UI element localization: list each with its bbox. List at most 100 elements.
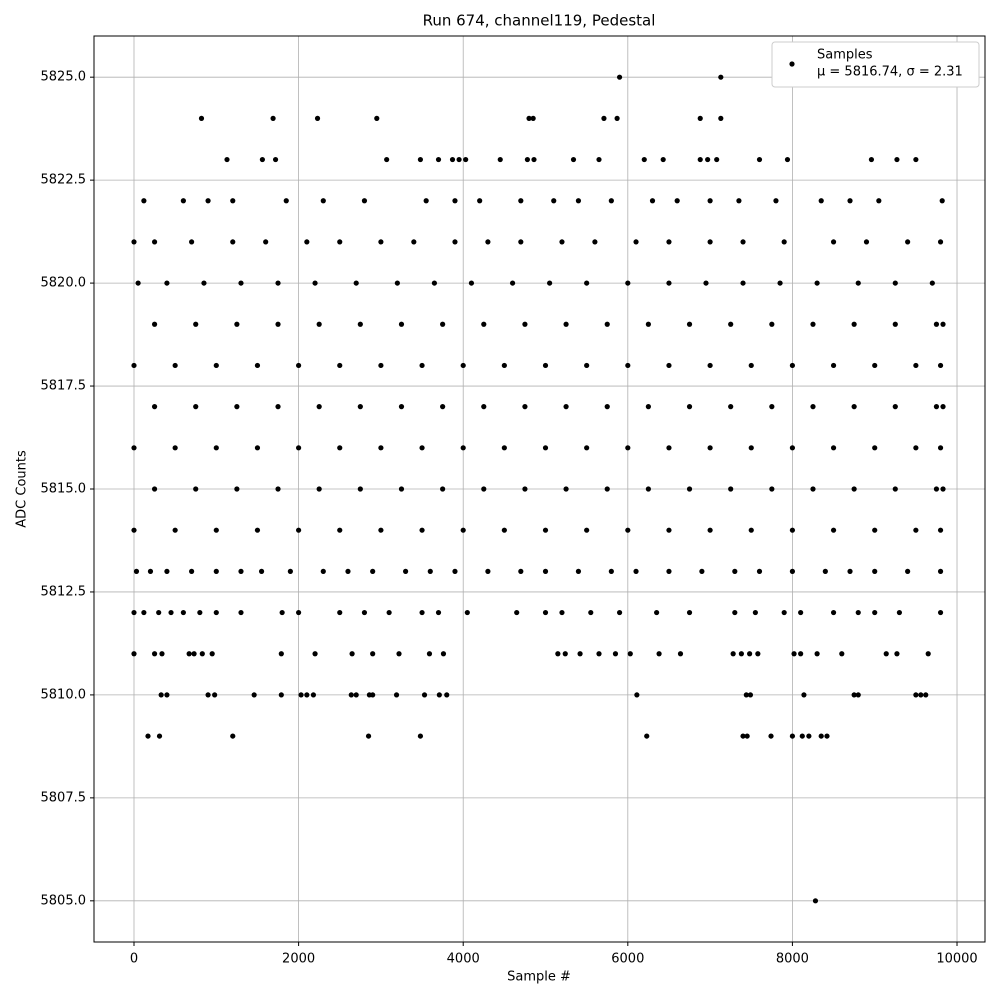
data-point <box>485 239 491 245</box>
data-point <box>686 404 693 410</box>
data-point <box>386 609 392 616</box>
data-point <box>180 609 186 616</box>
data-point <box>189 239 195 245</box>
data-point <box>584 527 590 533</box>
data-point <box>806 733 812 739</box>
data-point <box>851 321 857 327</box>
data-point <box>417 156 424 163</box>
data-point <box>940 486 946 492</box>
data-point <box>894 156 900 163</box>
data-point <box>937 568 944 574</box>
data-point <box>361 609 368 616</box>
data-point <box>562 651 568 657</box>
x-tick-label: 4000 <box>447 952 480 967</box>
data-point <box>531 156 537 163</box>
data-point <box>872 609 878 616</box>
data-point <box>526 115 532 121</box>
chart-title: Run 674, channel119, Pedestal <box>423 12 656 30</box>
data-point <box>855 280 861 286</box>
data-point <box>740 280 746 286</box>
data-point <box>191 651 197 657</box>
data-point <box>131 527 137 533</box>
data-point <box>275 486 281 492</box>
data-point <box>769 404 775 410</box>
data-point <box>824 733 830 739</box>
data-point <box>596 651 602 657</box>
data-point <box>666 445 672 451</box>
data-point <box>164 692 170 698</box>
data-point <box>275 280 281 286</box>
data-point <box>728 321 734 327</box>
data-point <box>133 568 140 574</box>
data-point <box>747 651 753 657</box>
data-point <box>625 527 631 533</box>
data-point <box>419 362 425 369</box>
data-point <box>374 115 380 121</box>
data-point <box>830 239 837 245</box>
data-point <box>254 445 261 451</box>
data-point <box>559 239 565 245</box>
data-point <box>151 239 158 245</box>
legend-label: Samples <box>817 48 873 63</box>
data-point <box>666 280 672 286</box>
data-point <box>411 239 417 245</box>
data-point <box>481 486 487 492</box>
data-point <box>752 609 758 616</box>
data-point <box>892 321 898 327</box>
data-point <box>514 609 520 616</box>
data-point <box>197 609 203 616</box>
data-point <box>337 362 343 369</box>
data-point <box>872 527 878 533</box>
data-point <box>876 198 882 204</box>
data-point <box>913 527 919 533</box>
data-point <box>894 651 900 657</box>
data-point <box>625 280 631 286</box>
data-point <box>584 445 590 451</box>
data-point <box>427 568 433 574</box>
data-point <box>431 280 438 286</box>
data-point <box>147 568 154 574</box>
x-tick-label: 8000 <box>776 952 809 967</box>
data-point <box>855 692 861 698</box>
data-point <box>452 198 458 204</box>
data-point <box>645 404 651 410</box>
data-point <box>485 568 491 574</box>
data-point <box>940 321 946 327</box>
data-point <box>810 486 816 492</box>
data-point <box>707 527 713 533</box>
data-point <box>756 568 763 574</box>
data-point <box>563 486 569 492</box>
data-point <box>872 568 878 574</box>
data-point <box>501 362 507 369</box>
data-point <box>310 692 317 698</box>
data-point <box>296 609 302 616</box>
data-point <box>365 733 372 739</box>
data-point <box>649 198 656 204</box>
data-point <box>697 156 703 163</box>
data-point <box>258 568 265 574</box>
data-point <box>230 733 236 739</box>
legend-note: μ = 5816.74, σ = 2.31 <box>817 65 963 80</box>
data-point <box>213 609 219 616</box>
legend-marker <box>789 61 795 67</box>
data-point <box>378 527 384 533</box>
data-point <box>213 527 219 533</box>
data-point <box>398 404 405 410</box>
data-point <box>481 321 487 327</box>
data-point <box>666 362 672 369</box>
data-point <box>263 239 269 245</box>
data-point <box>348 692 354 698</box>
data-point <box>357 404 363 410</box>
data-point <box>784 156 791 163</box>
data-point <box>272 156 279 163</box>
data-point <box>224 156 230 163</box>
data-point <box>463 156 469 163</box>
data-point <box>789 527 796 533</box>
y-tick-label: 5805.0 <box>41 893 87 908</box>
data-point <box>925 651 931 657</box>
data-point <box>913 445 919 451</box>
data-point <box>378 362 384 369</box>
data-point <box>131 445 137 451</box>
data-point <box>361 198 368 204</box>
